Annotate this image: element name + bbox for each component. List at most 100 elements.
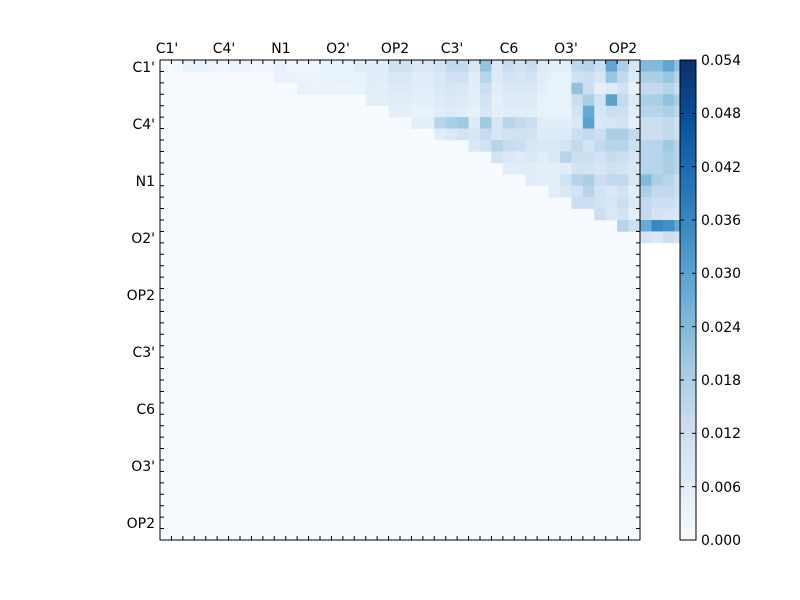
heatmap-cell bbox=[342, 60, 355, 72]
heatmap-cell bbox=[560, 60, 572, 72]
heatmap-cell bbox=[434, 82, 447, 95]
heatmap-cell bbox=[662, 82, 675, 95]
heatmap-cell bbox=[537, 151, 549, 164]
heatmap-cell bbox=[400, 94, 412, 107]
heatmap-cell bbox=[400, 71, 412, 84]
heatmap-cell bbox=[662, 60, 675, 72]
heatmap-cell bbox=[514, 117, 527, 129]
heatmap-cell bbox=[628, 117, 641, 129]
x-tick-label: C4' bbox=[213, 41, 236, 57]
heatmap-cell bbox=[617, 128, 629, 141]
heatmap-cell bbox=[628, 71, 641, 84]
heatmap-cell bbox=[480, 94, 492, 107]
heatmap-cell bbox=[411, 117, 424, 129]
heatmap-cell bbox=[297, 82, 309, 95]
heatmap-cell bbox=[594, 94, 607, 107]
heatmap-cell bbox=[560, 117, 572, 129]
heatmap-cell bbox=[285, 71, 298, 84]
heatmap-cell bbox=[422, 71, 435, 84]
heatmap-cell bbox=[548, 117, 561, 129]
heatmap-cell bbox=[662, 105, 675, 118]
heatmap-cell bbox=[640, 117, 652, 129]
heatmap-cell bbox=[651, 128, 664, 141]
heatmap-cell bbox=[640, 82, 652, 95]
colorbar-tick-label: 0.030 bbox=[701, 266, 741, 282]
heatmap-cell bbox=[640, 140, 652, 152]
heatmap-cell bbox=[662, 185, 675, 198]
heatmap-cell bbox=[480, 82, 492, 95]
heatmap-cell bbox=[548, 174, 561, 187]
heatmap-cell bbox=[217, 60, 229, 72]
heatmap-cell bbox=[617, 94, 629, 107]
heatmap-cell bbox=[628, 208, 641, 221]
heatmap-cell bbox=[582, 71, 595, 84]
heatmap-cell bbox=[502, 162, 515, 175]
heatmap-cell bbox=[651, 140, 664, 152]
heatmap-cell bbox=[560, 94, 572, 107]
heatmap-cell bbox=[434, 94, 447, 107]
heatmap-cell bbox=[617, 174, 629, 187]
heatmap-cell bbox=[605, 60, 618, 72]
heatmap-cell bbox=[605, 94, 618, 107]
colorbar-tick-label: 0.054 bbox=[701, 53, 741, 69]
heatmap-cell bbox=[605, 162, 618, 175]
heatmap-cell bbox=[560, 71, 572, 84]
heatmap-cell bbox=[640, 128, 652, 141]
heatmap-cell bbox=[548, 94, 561, 107]
heatmap-cell bbox=[525, 128, 538, 141]
colorbar-tick-label: 0.036 bbox=[701, 213, 741, 229]
heatmap-cell bbox=[617, 197, 629, 209]
heatmap-cell bbox=[445, 105, 458, 118]
heatmap-cell bbox=[617, 208, 629, 221]
heatmap-cell bbox=[480, 60, 492, 72]
heatmap-cell bbox=[571, 162, 584, 175]
heatmap-cell bbox=[651, 162, 664, 175]
heatmap-cell bbox=[605, 151, 618, 164]
heatmap-cell bbox=[662, 128, 675, 141]
y-tick-label: OP2 bbox=[127, 288, 155, 304]
heatmap-cell bbox=[468, 105, 481, 118]
heatmap-cell bbox=[422, 117, 435, 129]
y-tick-label: N1 bbox=[136, 174, 155, 190]
heatmap-cell bbox=[422, 94, 435, 107]
heatmap-cell bbox=[605, 197, 618, 209]
heatmap-cell bbox=[537, 60, 549, 72]
heatmap-cell bbox=[594, 60, 607, 72]
heatmap-cell bbox=[525, 71, 538, 84]
heatmap-cell bbox=[525, 82, 538, 95]
heatmap-cell bbox=[514, 128, 527, 141]
heatmap-cell bbox=[502, 140, 515, 152]
heatmap-cell bbox=[640, 71, 652, 84]
heatmap-cell bbox=[537, 94, 549, 107]
heatmap-cell bbox=[468, 82, 481, 95]
heatmap-cell bbox=[320, 82, 332, 95]
heatmap-cell bbox=[640, 105, 652, 118]
heatmap-cell bbox=[628, 105, 641, 118]
heatmap-cell bbox=[468, 128, 481, 141]
heatmap-cell bbox=[228, 60, 241, 72]
heatmap-cell bbox=[571, 197, 584, 209]
heatmap-cell bbox=[571, 140, 584, 152]
heatmap-cell bbox=[422, 105, 435, 118]
heatmap-cell bbox=[571, 94, 584, 107]
heatmap-cell bbox=[297, 60, 309, 72]
heatmap-cell bbox=[205, 60, 218, 72]
heatmap-cell bbox=[662, 174, 675, 187]
heatmap-cell bbox=[628, 128, 641, 141]
heatmap-cell bbox=[662, 162, 675, 175]
heatmap-cell bbox=[582, 162, 595, 175]
heatmap-cell bbox=[445, 82, 458, 95]
heatmap-cell bbox=[651, 151, 664, 164]
heatmap-cell bbox=[662, 94, 675, 107]
heatmap-cell bbox=[457, 82, 469, 95]
heatmap-cell bbox=[617, 185, 629, 198]
heatmap-cell bbox=[525, 151, 538, 164]
heatmap-cell bbox=[537, 128, 549, 141]
heatmap-cell bbox=[365, 71, 378, 84]
heatmap-cell bbox=[560, 151, 572, 164]
heatmap-cell bbox=[525, 140, 538, 152]
heatmap-cell bbox=[274, 60, 287, 72]
heatmap-cell bbox=[502, 151, 515, 164]
heatmap-cell bbox=[491, 94, 504, 107]
heatmap-cell bbox=[628, 197, 641, 209]
